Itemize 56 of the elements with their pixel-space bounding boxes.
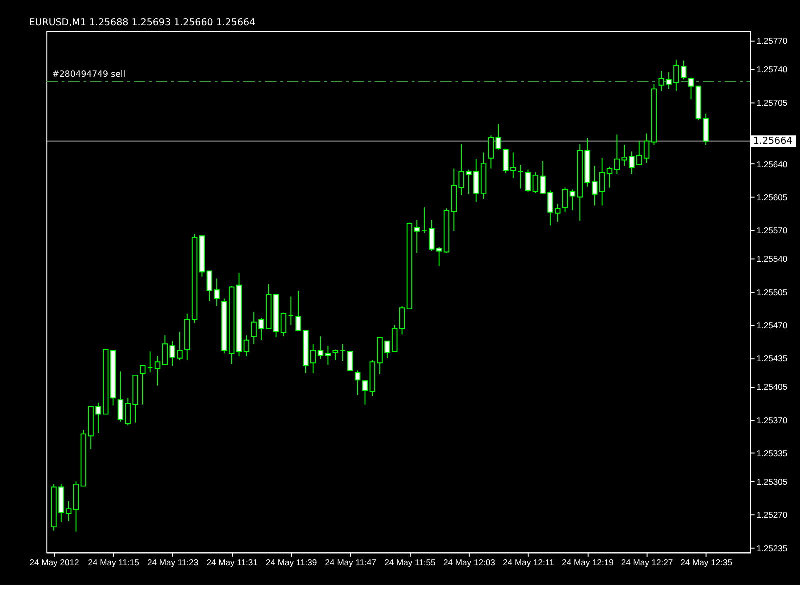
candlestick [318, 336, 324, 360]
y-tick-label: 1.25305 [756, 476, 788, 487]
y-tick-label: 1.25740 [756, 64, 788, 75]
y-tick-label: 1.25470 [756, 320, 788, 331]
candlestick [288, 296, 294, 326]
candlestick [280, 312, 287, 338]
candlestick [348, 351, 354, 372]
x-tick-label: 24 May 12:19 [562, 558, 614, 568]
y-tick-label: 1.25540 [756, 254, 788, 264]
candlestick [244, 335, 250, 357]
candlestick [518, 164, 524, 190]
y-tick-label: 1.25770 [756, 36, 788, 46]
x-tick-label: 24 May 12:35 [680, 558, 733, 568]
candlestick [688, 77, 694, 100]
candlestick [570, 189, 576, 211]
ref-line-label: 1.25664 [753, 136, 793, 148]
candlestick [362, 380, 368, 406]
candlestick [332, 349, 338, 361]
x-tick-label: 24 May 11:39 [266, 558, 318, 568]
y-tick-label: 1.25705 [756, 98, 788, 108]
y-tick-label: 1.25435 [756, 354, 788, 364]
candlestick [644, 133, 650, 164]
x-tick-label: 24 May 11:55 [384, 558, 436, 568]
y-tick-label: 1.25370 [756, 415, 788, 426]
x-tick-label: 24 May 11:47 [325, 558, 377, 568]
candlestick [340, 344, 346, 362]
candlestick [140, 365, 146, 406]
x-tick-label: 24 May 12:11 [503, 558, 555, 568]
candlestick [488, 135, 494, 170]
y-tick-label: 1.25570 [756, 226, 788, 236]
x-tick-label: 24 May 11:15 [88, 558, 140, 568]
candlestick [496, 124, 502, 150]
y-tick-label: 1.25505 [756, 287, 788, 298]
x-tick-label: 24 May 2012 [30, 558, 80, 568]
y-tick-label: 1.25335 [756, 448, 788, 458]
candlestick [325, 346, 332, 366]
chart-title: EURUSD,M1 1.25688 1.25693 1.25660 1.25664 [29, 18, 256, 29]
candlestick [118, 371, 124, 422]
x-tick-label: 24 May 12:03 [444, 558, 496, 568]
y-tick-label: 1.25605 [756, 192, 788, 203]
y-tick-label: 1.25235 [756, 543, 788, 554]
candlestick [147, 351, 154, 374]
candlestick [422, 207, 428, 234]
candlestick [606, 166, 613, 188]
x-tick-label: 24 May 11:23 [147, 558, 199, 568]
candlestick [399, 306, 406, 336]
y-tick-label: 1.25640 [756, 159, 788, 170]
candlestick [562, 187, 568, 213]
candlestick [525, 169, 532, 193]
candlestick [154, 356, 161, 386]
candlestick [354, 370, 361, 396]
y-tick-label: 1.25405 [756, 382, 788, 392]
x-tick-label: 24 May 12:27 [621, 558, 674, 568]
y-tick-label: 1.25270 [756, 510, 788, 520]
ref-line-label: #280494749 sell [52, 70, 126, 80]
x-tick-label: 24 May 11:31 [206, 558, 258, 568]
